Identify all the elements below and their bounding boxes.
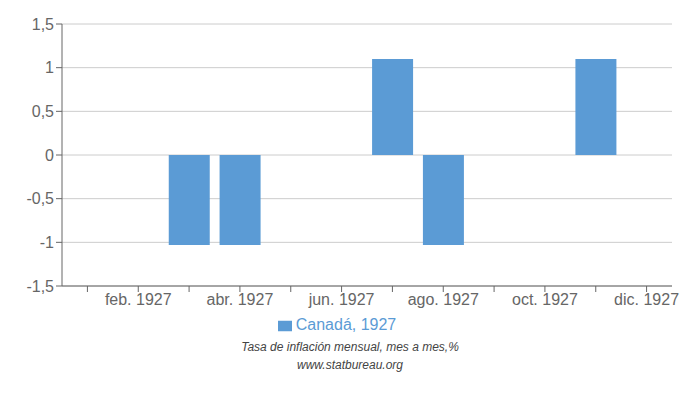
svg-text:abr. 1927: abr. 1927 xyxy=(207,291,274,308)
svg-text:0: 0 xyxy=(45,147,54,164)
html-text:Canadá, 1927: Canadá, 1927 xyxy=(295,316,397,333)
svg-text:oct. 1927: oct. 1927 xyxy=(512,291,578,308)
svg-text:ago. 1927: ago. 1927 xyxy=(408,291,479,308)
svg-text:-0,5: -0,5 xyxy=(26,190,54,207)
svg-text:0,5: 0,5 xyxy=(32,103,54,120)
html-text:Tasa de inflación mensual, mes: Tasa de inflación mensual, mes a mes,% xyxy=(241,340,459,354)
html-text:www.statbureau.org: www.statbureau.org xyxy=(297,358,403,372)
svg-text:jun. 1927: jun. 1927 xyxy=(308,291,375,308)
svg-text:1: 1 xyxy=(45,59,54,76)
svg-text:1,5: 1,5 xyxy=(32,16,54,33)
svg-text:dic. 1927: dic. 1927 xyxy=(614,291,679,308)
svg-text:-1: -1 xyxy=(40,234,54,251)
svg-text:-1,5: -1,5 xyxy=(26,278,54,295)
svg-text:feb. 1927: feb. 1927 xyxy=(105,291,172,308)
